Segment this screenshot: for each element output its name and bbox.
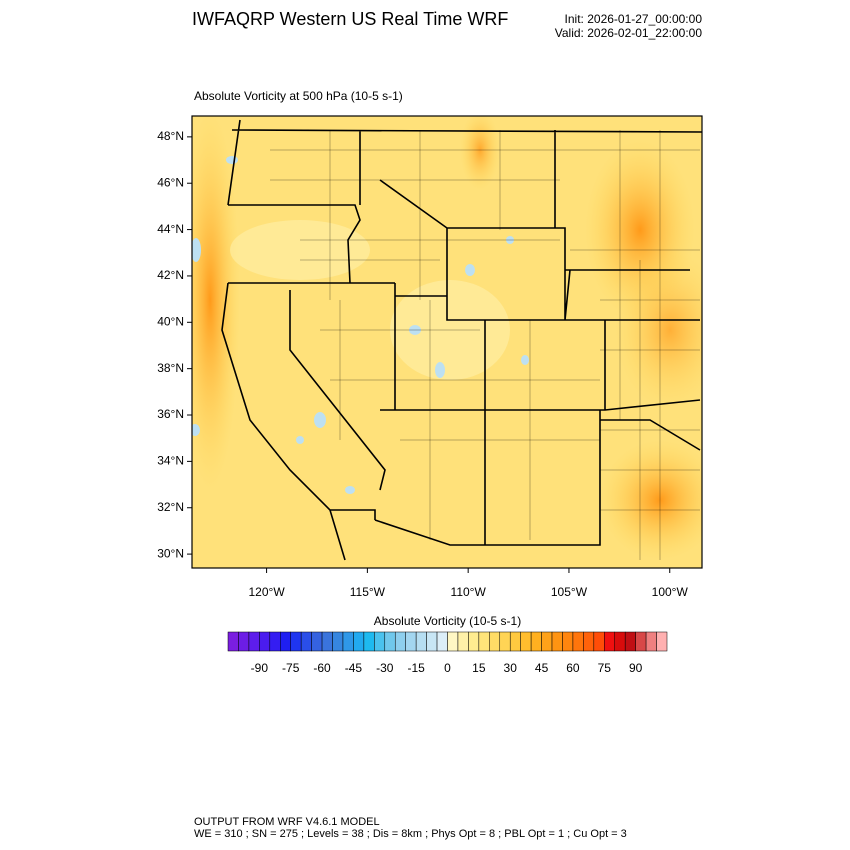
init-time: Init: 2026-01-27_00:00:00	[565, 12, 703, 26]
colorbar-box	[447, 631, 459, 652]
colorbar-box	[489, 631, 501, 652]
colorbar-box	[394, 631, 406, 652]
colorbar-box	[374, 631, 386, 652]
colorbar-box	[520, 631, 532, 652]
colorbar-box	[551, 631, 563, 652]
colorbar-box	[656, 631, 668, 652]
colorbar-box	[415, 631, 427, 652]
colorbar-label: 60	[566, 661, 580, 675]
colorbar-box	[624, 631, 636, 652]
colorbar-label: 75	[598, 661, 612, 675]
colorbar-box	[468, 631, 480, 652]
colorbar-label: -15	[407, 661, 425, 675]
colorbar-label: -60	[313, 661, 331, 675]
lon-label: 110°W	[451, 585, 487, 599]
colorbar-box	[614, 631, 626, 652]
colorbar-box	[238, 631, 250, 652]
colorbar-box	[604, 631, 615, 652]
colorbar-box	[457, 631, 469, 652]
footer-line: OUTPUT FROM WRF V4.6.1 MODEL	[194, 816, 380, 828]
map-frame	[191, 115, 703, 569]
footer-line: WE = 310 ; SN = 275 ; Levels = 38 ; Dis …	[194, 828, 627, 840]
colorbar-box	[562, 631, 574, 652]
title: IWFAQRP Western US Real Time WRF	[192, 9, 508, 29]
lat-label: 44°N	[157, 222, 184, 236]
colorbar-label: -90	[251, 661, 269, 675]
colorbar-box	[321, 631, 333, 652]
colorbar-box	[645, 631, 657, 652]
colorbar-box	[635, 631, 647, 652]
colorbar-title: Absolute Vorticity (10-5 s-1)	[374, 614, 521, 628]
colorbar-box	[426, 631, 438, 652]
lon-label: 100°W	[652, 585, 689, 599]
colorbar-box	[572, 631, 584, 652]
lat-label: 34°N	[157, 454, 184, 468]
map-subtitle: Absolute Vorticity at 500 hPa (10-5 s-1)	[194, 89, 403, 103]
colorbar-box	[583, 631, 595, 652]
colorbar-box	[290, 631, 302, 652]
colorbar-label: -45	[345, 661, 363, 675]
colorbar-box	[227, 631, 239, 652]
lon-label: 120°W	[249, 585, 286, 599]
colorbar-box	[248, 631, 260, 652]
lat-label: 48°N	[157, 129, 184, 143]
colorbar-box	[436, 631, 448, 652]
lat-label: 30°N	[157, 546, 184, 560]
lon-label: 115°W	[350, 585, 386, 599]
colorbar-box	[311, 631, 323, 652]
colorbar-label: 30	[504, 661, 518, 675]
valid-time: Valid: 2026-02-01_22:00:00	[555, 26, 703, 40]
colorbar-box	[353, 631, 365, 652]
colorbar-box	[593, 631, 605, 652]
colorbar-label: -30	[376, 661, 394, 675]
colorbar-box	[259, 631, 271, 652]
colorbar-box	[280, 631, 291, 652]
colorbar-label: 0	[444, 661, 451, 675]
lat-label: 38°N	[157, 361, 184, 375]
colorbar-label: 45	[535, 661, 549, 675]
lat-label: 40°N	[157, 314, 184, 328]
colorbar-box	[332, 631, 344, 652]
colorbar-box	[478, 631, 490, 652]
colorbar-label: 15	[472, 661, 486, 675]
colorbar-box	[499, 631, 511, 652]
lon-label: 105°W	[551, 585, 588, 599]
colorbar-box	[300, 631, 312, 652]
colorbar-box	[384, 631, 396, 652]
colorbar-box	[530, 631, 542, 652]
lat-label: 46°N	[157, 175, 184, 189]
lat-label: 42°N	[157, 268, 184, 282]
colorbar-box	[405, 631, 417, 652]
lat-label: 32°N	[157, 500, 184, 514]
map-field	[192, 116, 702, 568]
lat-label: 36°N	[157, 407, 184, 421]
colorbar-box	[269, 631, 281, 652]
colorbar-box	[363, 631, 375, 652]
colorbar-box	[342, 631, 354, 652]
colorbar-box	[509, 631, 521, 652]
colorbar-box	[541, 631, 553, 652]
colorbar-label: 90	[629, 661, 643, 675]
colorbar-label: -75	[282, 661, 300, 675]
